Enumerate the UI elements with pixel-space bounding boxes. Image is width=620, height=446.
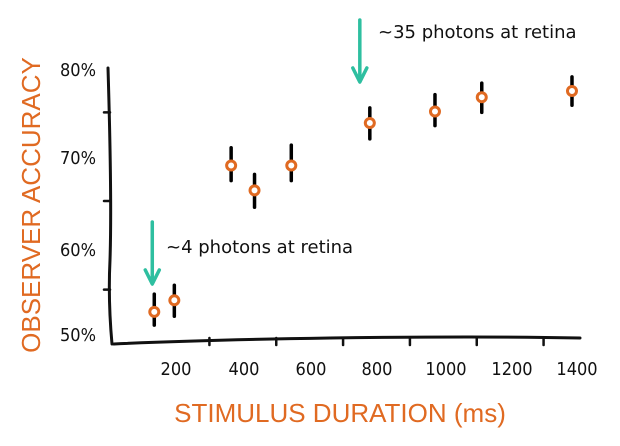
- minor-ticks: [102, 111, 545, 347]
- x-tick-label-200: 200: [161, 359, 192, 380]
- data-point: [168, 283, 181, 319]
- data-point: [565, 75, 578, 107]
- y-tick-label-70: 70%: [60, 148, 96, 169]
- x-tick-label-800: 800: [362, 359, 393, 380]
- point-marker: [285, 159, 298, 172]
- annotation-35-photons: ~35 photons at retina: [378, 22, 577, 43]
- x-axis-title: STIMULUS DURATION (ms): [174, 398, 506, 428]
- data-point: [248, 172, 261, 209]
- y-tick-label-60: 60%: [60, 240, 96, 261]
- arrow-35-photons: [351, 18, 369, 84]
- x-axis-line: [112, 335, 582, 346]
- annotation-4-photons: ~4 photons at retina: [166, 237, 353, 258]
- data-point: [148, 292, 161, 327]
- data-point: [225, 146, 238, 183]
- y-axis-line: [106, 66, 114, 346]
- point-marker: [148, 305, 161, 318]
- y-tick-label-50: 50%: [60, 325, 96, 346]
- x-tick-label-1200: 1200: [491, 359, 532, 380]
- arrow-4-photons: [143, 220, 162, 286]
- data-point: [475, 81, 488, 115]
- point-marker: [565, 85, 578, 98]
- x-tick-label-1000: 1000: [425, 359, 466, 380]
- x-tick-label-600: 600: [296, 359, 327, 380]
- point-marker: [363, 116, 376, 129]
- point-marker: [248, 184, 261, 197]
- point-marker: [225, 159, 238, 172]
- data-point: [285, 143, 298, 183]
- point-marker: [428, 105, 441, 118]
- x-tick-label-400: 400: [229, 359, 260, 380]
- x-tick-label-1400: 1400: [556, 359, 597, 380]
- data-point: [428, 92, 441, 128]
- data-point: [363, 106, 376, 141]
- annotation-arrows: [143, 18, 369, 286]
- data-points: [148, 75, 578, 327]
- y-tick-label-80: 80%: [60, 60, 96, 81]
- y-axis-title: OBSERVER ACCURACY: [16, 57, 46, 353]
- point-marker: [168, 294, 181, 307]
- point-marker: [475, 91, 488, 104]
